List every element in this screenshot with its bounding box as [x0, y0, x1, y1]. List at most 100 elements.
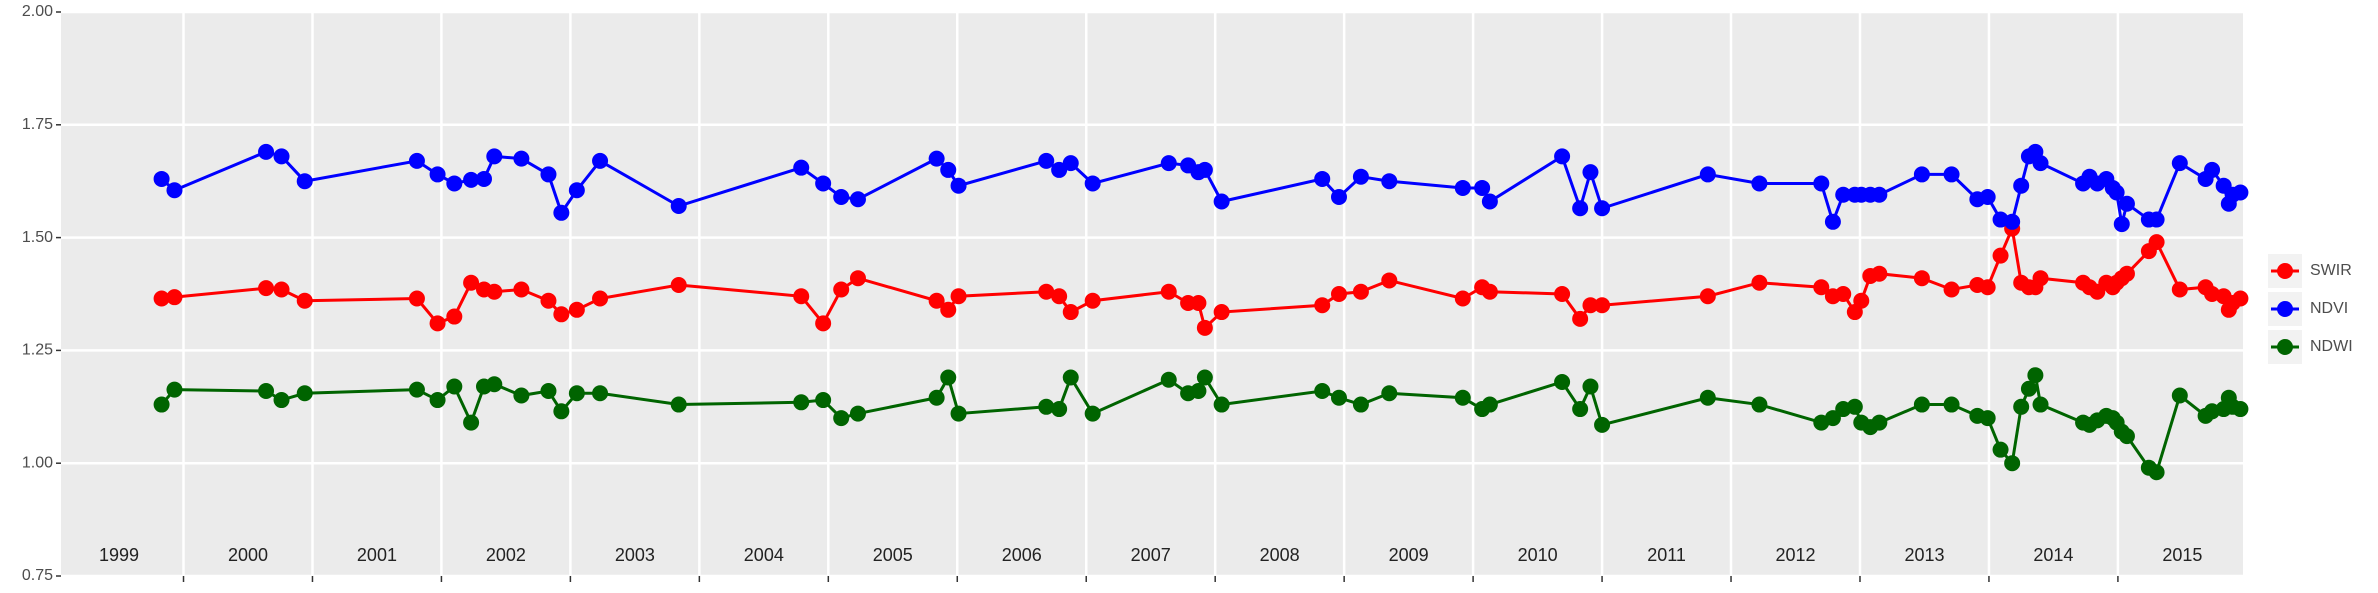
data-point — [166, 182, 183, 199]
data-point — [1751, 396, 1768, 413]
data-point — [1213, 193, 1230, 210]
data-point — [592, 290, 609, 307]
data-point — [928, 389, 945, 406]
data-point — [1913, 166, 1930, 183]
data-point — [2013, 177, 2030, 194]
data-point — [815, 392, 832, 409]
x-tick-label: 2015 — [2162, 545, 2202, 565]
data-point — [463, 171, 480, 188]
data-point — [408, 381, 425, 398]
data-point — [2004, 455, 2021, 472]
x-tick-label: 2012 — [1775, 545, 1815, 565]
data-point — [2232, 184, 2249, 201]
data-point — [1038, 398, 1055, 415]
data-point — [1196, 319, 1213, 336]
data-point — [153, 396, 170, 413]
data-point — [1314, 170, 1331, 187]
data-point — [540, 292, 557, 309]
data-point — [2148, 211, 2165, 228]
x-tick-label: 2011 — [1647, 545, 1686, 565]
data-point — [1992, 247, 2009, 264]
data-point — [446, 175, 463, 192]
data-point — [513, 387, 530, 404]
data-point — [1352, 283, 1369, 300]
legend-point — [2277, 339, 2293, 355]
data-point — [296, 385, 313, 402]
data-point — [815, 175, 832, 192]
data-point — [1853, 292, 1870, 309]
legend-point — [2277, 301, 2293, 317]
data-point — [463, 414, 480, 431]
x-tick-label: 2000 — [228, 545, 268, 565]
legend-label: NDVI — [2310, 300, 2348, 317]
data-point — [940, 301, 957, 318]
data-point — [1943, 166, 1960, 183]
data-point — [833, 188, 850, 205]
data-point — [2148, 234, 2165, 251]
data-point — [463, 274, 480, 291]
data-point — [1572, 200, 1589, 217]
data-point — [1481, 283, 1498, 300]
x-tick-label: 2009 — [1389, 545, 1429, 565]
data-point — [849, 270, 866, 287]
data-point — [1160, 155, 1177, 172]
data-point — [1699, 166, 1716, 183]
data-point — [1196, 161, 1213, 178]
data-point — [1699, 288, 1716, 305]
data-point — [1454, 389, 1471, 406]
data-point — [429, 166, 446, 183]
data-point — [1582, 164, 1599, 181]
x-tick-label: 2014 — [2033, 545, 2073, 565]
y-tick-label: 1.50 — [22, 229, 53, 246]
data-point — [1062, 155, 1079, 172]
data-point — [1582, 297, 1599, 314]
data-point — [2118, 265, 2135, 282]
data-point — [1051, 288, 1068, 305]
data-point — [153, 290, 170, 307]
data-point — [2171, 281, 2188, 298]
data-point — [940, 161, 957, 178]
y-tick-label: 1.00 — [22, 454, 53, 471]
data-point — [408, 290, 425, 307]
data-point — [1594, 416, 1611, 433]
data-point — [2171, 155, 2188, 172]
data-point — [833, 281, 850, 298]
data-point — [1835, 186, 1852, 203]
data-point — [592, 385, 609, 402]
data-point — [2032, 396, 2049, 413]
data-point — [1871, 186, 1888, 203]
data-point — [2118, 195, 2135, 212]
data-point — [1554, 373, 1571, 390]
y-tick-label: 1.25 — [22, 342, 53, 359]
data-point — [1330, 389, 1347, 406]
data-point — [1213, 304, 1230, 321]
data-point — [429, 315, 446, 332]
data-point — [1160, 283, 1177, 300]
data-point — [2020, 380, 2037, 397]
data-point — [2108, 184, 2125, 201]
data-point — [1196, 369, 1213, 386]
data-point — [2032, 270, 2049, 287]
data-point — [670, 198, 687, 215]
data-point — [940, 369, 957, 386]
data-point — [1051, 401, 1068, 418]
data-point — [273, 281, 290, 298]
data-point — [793, 288, 810, 305]
data-point — [296, 173, 313, 190]
data-point — [2113, 216, 2130, 233]
data-point — [486, 376, 503, 393]
data-point — [928, 292, 945, 309]
data-point — [670, 276, 687, 293]
y-tick-label: 2.00 — [22, 3, 53, 20]
data-point — [928, 150, 945, 167]
data-point — [1454, 179, 1471, 196]
data-point — [1582, 378, 1599, 395]
data-point — [670, 396, 687, 413]
data-point — [273, 392, 290, 409]
data-point — [1062, 304, 1079, 321]
y-tick-label: 1.75 — [22, 116, 53, 133]
data-point — [1751, 274, 1768, 291]
data-point — [2171, 387, 2188, 404]
x-tick-label: 2003 — [615, 545, 655, 565]
data-point — [1824, 213, 1841, 230]
